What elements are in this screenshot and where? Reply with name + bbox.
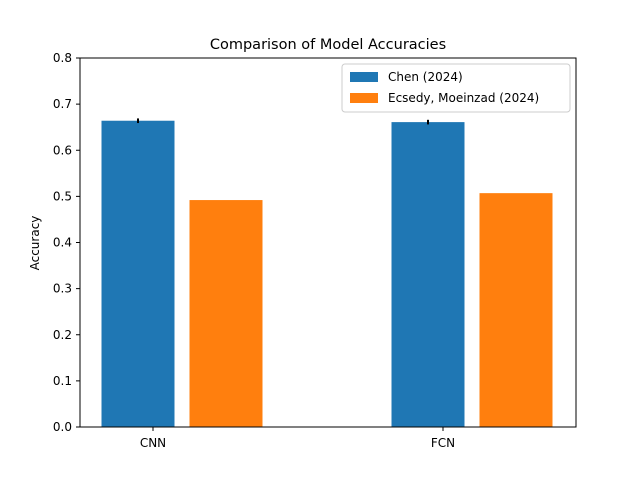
y-tick-label: 0.1 [53, 374, 72, 388]
y-tick-label: 0.4 [53, 236, 72, 250]
legend-label: Ecsedy, Moeinzad (2024) [388, 91, 539, 105]
legend: Chen (2024) Ecsedy, Moeinzad (2024) [341, 63, 571, 113]
y-tick-label: 0.0 [53, 420, 72, 434]
error-bars-group [137, 118, 429, 125]
bar-fcn-series-2 [479, 193, 553, 427]
legend-label: Chen (2024) [388, 70, 463, 84]
legend-swatch [350, 72, 378, 82]
y-tick-label: 0.2 [53, 328, 72, 342]
legend-swatch [350, 93, 378, 103]
y-tick-label: 0.6 [53, 143, 72, 157]
y-axis-label: Accuracy [28, 216, 42, 271]
bar-fcn-series-1 [391, 122, 465, 428]
legend-box [341, 63, 571, 113]
y-tick-label: 0.5 [53, 189, 72, 203]
x-tick-label: FCN [431, 436, 455, 450]
bar-cnn-series-1 [101, 120, 175, 427]
chart-title: Comparison of Model Accuracies [210, 37, 446, 53]
y-tick-label: 0.3 [53, 282, 72, 296]
y-axis: 0.0 0.1 0.2 0.3 0.4 0.5 0.6 0.7 0.8 [53, 51, 80, 434]
plot-frame [79, 57, 577, 428]
bar-cnn-series-2 [189, 200, 263, 427]
y-tick-label: 0.8 [53, 51, 72, 65]
x-tick-label: CNN [140, 436, 166, 450]
bars-group [101, 120, 553, 428]
x-axis: CNN FCN [140, 427, 455, 450]
y-tick-label: 0.7 [53, 97, 72, 111]
